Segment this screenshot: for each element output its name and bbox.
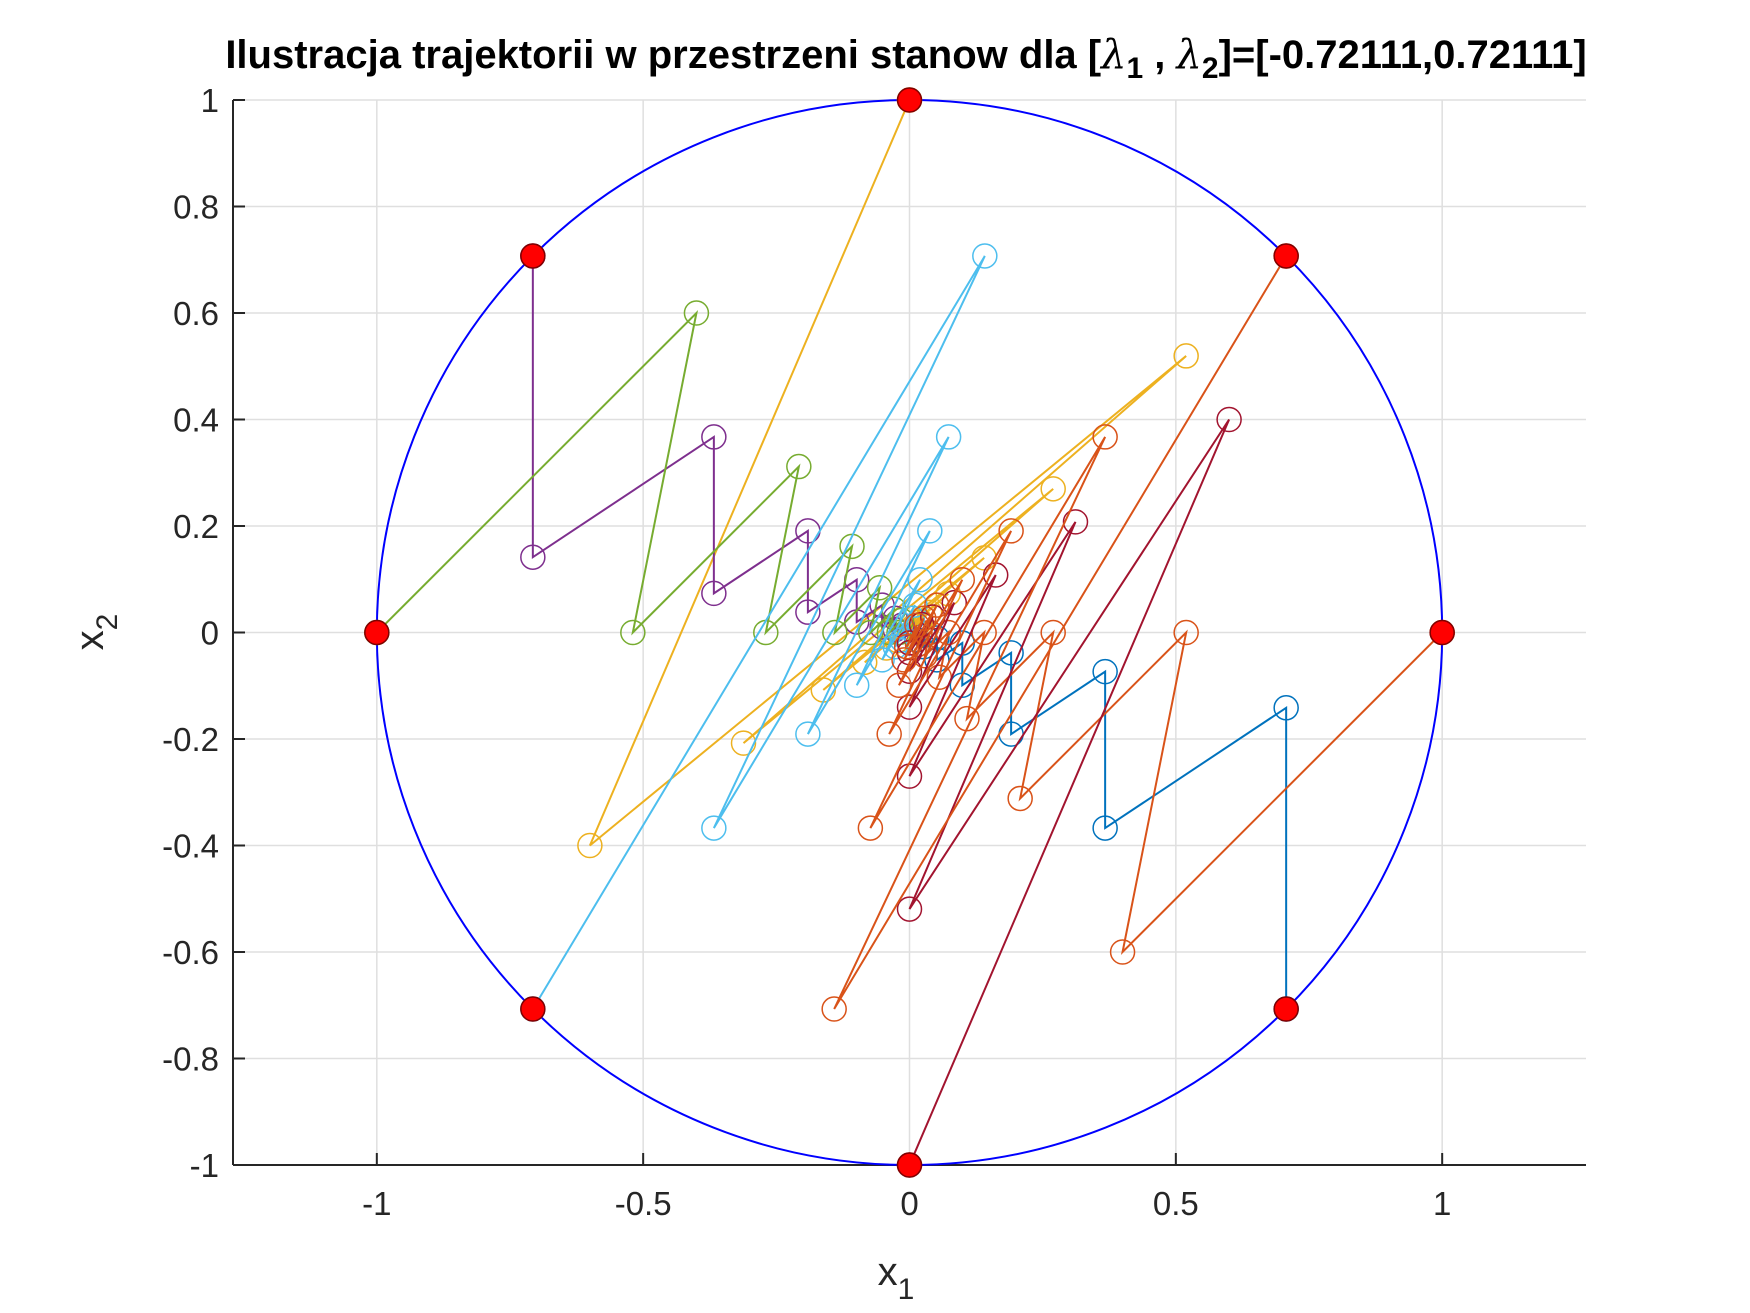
series-8-point-11: [893, 633, 920, 660]
title-lambda-2: λ: [1175, 32, 1202, 78]
series-6-point-8: [869, 647, 895, 673]
series-4-point-2: [701, 424, 727, 450]
start-point-6: [896, 1152, 923, 1178]
series-7-point-6: [896, 694, 923, 720]
series-6-point-2: [701, 815, 727, 841]
chart-title: Ilustracja trajektorii w przestrzeni sta…: [225, 32, 1586, 85]
series-8-point-3: [857, 815, 884, 841]
series-7-point-3: [1062, 509, 1089, 535]
series-3-point-2: [1173, 343, 1199, 369]
series-3-point-3: [730, 730, 757, 756]
series-3-line: [588, 99, 1187, 847]
y-tick-label-6: 0.2: [173, 508, 219, 545]
x-tick-label-4: 1: [1433, 1185, 1451, 1222]
series-8-point-8: [924, 592, 950, 618]
series-7-point-1: [1216, 406, 1242, 433]
start-point-3: [520, 243, 546, 269]
series-6-point-11: [899, 605, 926, 632]
x-tick-label-1: -0.5: [615, 1185, 672, 1222]
series-5-point-2: [620, 619, 646, 646]
start-point-2: [896, 87, 923, 113]
x-axis-label-sub: 1: [898, 1273, 915, 1306]
series-7-point-2: [896, 896, 923, 922]
title-lambda-1: λ: [1099, 32, 1126, 78]
y-tick-label-0: -1: [190, 1147, 219, 1184]
start-point-4: [364, 619, 390, 646]
series-8-point-9: [891, 647, 917, 673]
series-4-point-5: [795, 599, 821, 625]
series-6-point-7: [907, 566, 933, 593]
series-6-point-3: [935, 424, 962, 450]
series-7-point-7: [941, 589, 968, 616]
series-7-point-12: [896, 630, 923, 656]
series-8-point-6: [949, 566, 976, 593]
y-tick-label-7: 0.4: [173, 402, 219, 439]
start-point-0: [1429, 619, 1455, 646]
title-prefix: Ilustracja trajektorii w przestrzeni sta…: [225, 33, 1101, 77]
series-3-point-4: [1040, 476, 1066, 502]
series-2-point-1: [1109, 939, 1136, 965]
start-points: [364, 87, 1455, 1178]
start-point-5: [520, 996, 546, 1022]
x-axis-label: x1: [878, 1250, 915, 1306]
series-6-point-4: [795, 721, 821, 747]
series-2-point-2: [1173, 619, 1199, 646]
series-8-point-1: [821, 996, 847, 1022]
y-tick-label-8: 0.6: [173, 295, 219, 332]
series-1-point-5: [998, 640, 1024, 666]
series-8-line: [833, 255, 1288, 1010]
series-8-point-5: [876, 721, 902, 747]
series-2-point-3: [1007, 785, 1033, 812]
series-8-point-4: [998, 518, 1024, 544]
title-sep: ,: [1143, 33, 1176, 77]
series-3-point-7: [851, 649, 878, 676]
series-1-point-3: [1092, 658, 1118, 685]
plot-content: [364, 87, 1455, 1178]
start-point-1: [1273, 243, 1299, 269]
title-sub-1: 1: [1126, 52, 1143, 85]
series-5-point-3: [786, 453, 812, 480]
series-1-point-2: [1092, 815, 1118, 841]
y-axis-label: x2: [68, 614, 124, 651]
x-tick-label-3: 0.5: [1153, 1185, 1199, 1222]
start-point-7: [1273, 996, 1299, 1022]
series-8-point-7: [886, 672, 912, 699]
series-7-point-8: [896, 658, 923, 684]
series-3-point-1: [577, 832, 603, 859]
series-6-point-9: [902, 592, 928, 618]
series-5-point-6: [822, 619, 848, 646]
series-5-point-1: [683, 300, 710, 326]
y-tick-label-3: -0.4: [162, 828, 219, 865]
series-6-point-5: [917, 518, 943, 544]
y-tick-label-1: -0.8: [162, 1041, 219, 1078]
series-8-point-2: [1092, 424, 1118, 450]
series-4-point-1: [520, 544, 546, 570]
y-tick-label-10: 1: [201, 82, 219, 119]
x-tick-label-0: -1: [362, 1185, 391, 1222]
x-tick-label-2: 0: [900, 1185, 918, 1222]
x-axis-label-base: x: [878, 1250, 898, 1294]
title-suffix: ]=[-0.72111,0.72111]: [1219, 33, 1587, 77]
y-tick-label-4: -0.2: [162, 721, 219, 758]
series-5-point-7: [866, 574, 893, 601]
series-6-point-6: [843, 672, 870, 699]
series-6-point-1: [972, 243, 998, 269]
title-sub-2: 2: [1202, 52, 1219, 85]
y-axis-label-sub: 2: [91, 614, 124, 631]
series-8-point-10: [910, 605, 937, 632]
series-4-point-3: [701, 580, 727, 607]
y-tick-label-9: 0.8: [173, 189, 219, 226]
tick-labels: -1 -0.5 0 0.5 1 -1 -0.8 -0.6 -0.4 -0.2 0 0.2 0.4 0.6 0…: [162, 82, 1451, 1222]
series-8-point-12: [904, 612, 930, 638]
y-tick-label-2: -0.6: [162, 934, 219, 971]
series-1-point-1: [1273, 695, 1299, 721]
y-tick-label-5: 0: [201, 615, 219, 652]
y-axis-label-base: x: [68, 630, 112, 650]
